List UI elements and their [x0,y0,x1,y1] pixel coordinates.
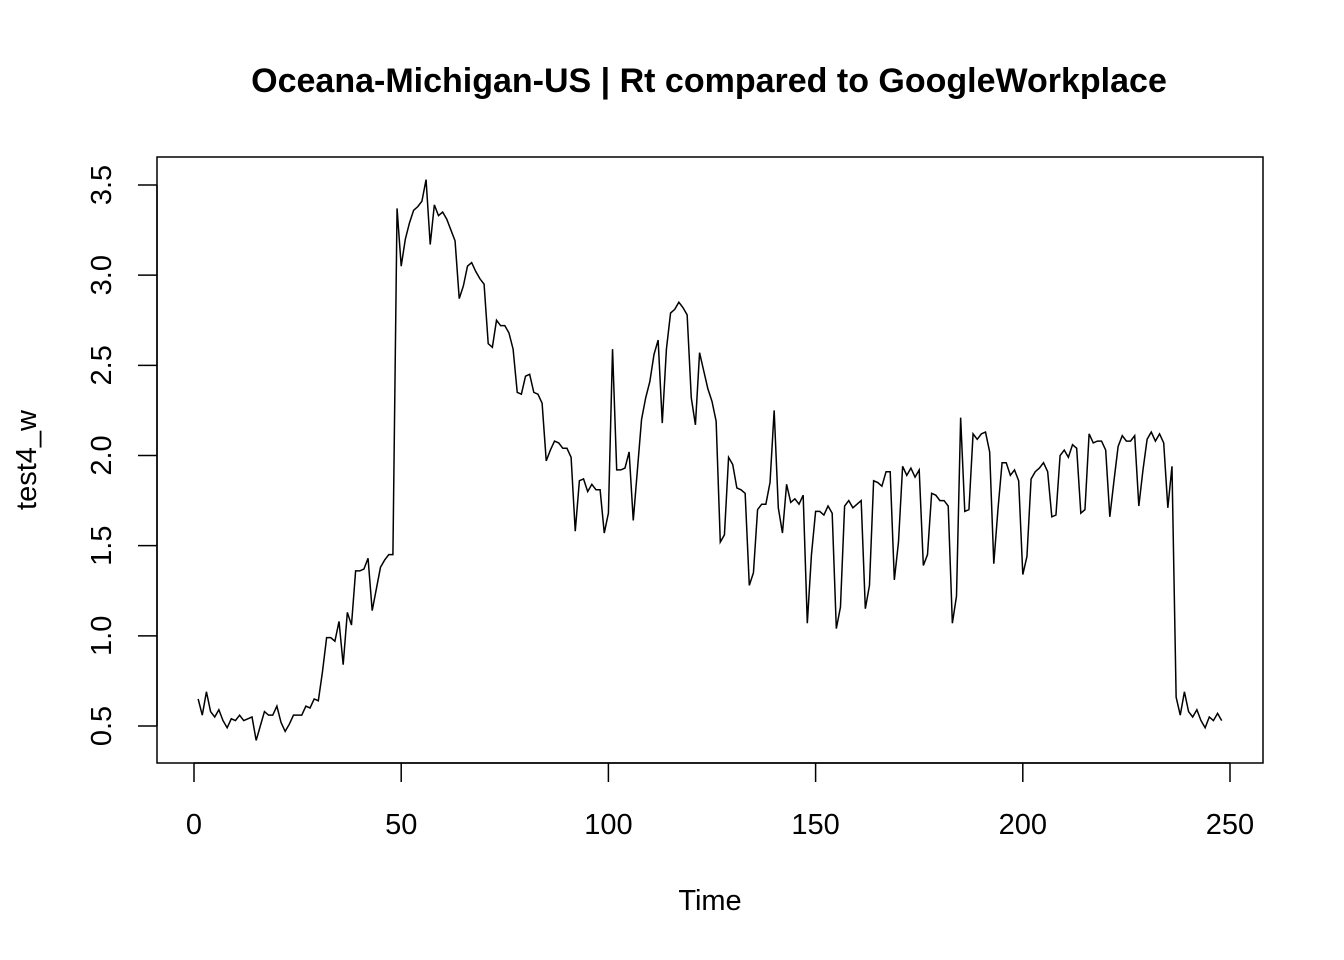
y-tick-label: 0.5 [86,706,118,746]
x-axis-label: Time [678,885,741,917]
x-tick-label: 150 [791,809,839,841]
x-tick-label: 0 [186,809,202,841]
x-tick-label: 50 [385,809,417,841]
x-tick-label: 250 [1206,809,1254,841]
x-tick-label: 100 [584,809,632,841]
y-tick-label: 2.0 [86,435,118,475]
y-tick-label: 3.5 [86,165,118,205]
y-tick-label: 2.5 [86,345,118,385]
y-tick-label: 1.0 [86,616,118,656]
chart-title: Oceana-Michigan-US | Rt compared to Goog… [251,62,1167,100]
series-line [197,179,1223,741]
y-tick-label: 3.0 [86,255,118,295]
x-axis: 0 50 100 150 200 250 [186,762,1254,841]
x-tick-label: 200 [999,809,1047,841]
y-axis-label: test4_w [11,409,43,510]
y-axis: 0.5 1.0 1.5 2.0 2.5 3.0 3.5 [86,165,158,746]
y-tick-label: 1.5 [86,526,118,566]
